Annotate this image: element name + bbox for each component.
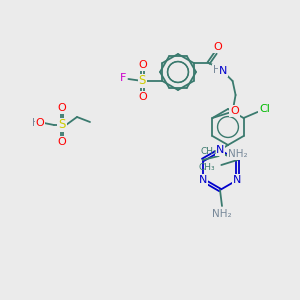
Text: O: O (138, 60, 147, 70)
Text: N: N (199, 175, 207, 185)
Text: O: O (230, 106, 239, 116)
Text: CH₃: CH₃ (199, 164, 215, 172)
Text: S: S (58, 118, 66, 131)
Text: Cl: Cl (259, 104, 270, 114)
Text: O: O (138, 92, 147, 102)
Text: O: O (58, 137, 66, 147)
Text: NH₂: NH₂ (212, 209, 232, 219)
Text: CH₃: CH₃ (201, 146, 217, 155)
Text: O: O (36, 118, 44, 128)
Text: N: N (233, 175, 242, 185)
Text: NH₂: NH₂ (228, 149, 247, 159)
Text: H: H (32, 118, 40, 128)
Text: S: S (139, 74, 146, 88)
Text: H: H (213, 65, 220, 75)
Text: O: O (213, 42, 222, 52)
Text: N: N (218, 66, 227, 76)
Text: N: N (216, 145, 224, 155)
Text: F: F (120, 73, 127, 83)
Text: O: O (58, 103, 66, 113)
